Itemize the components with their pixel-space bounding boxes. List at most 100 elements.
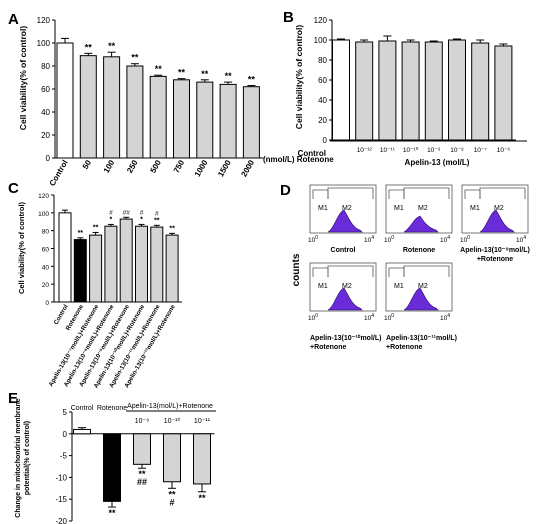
- chart-panel-e: 50-5-10-15-20Control**Rotenone**##10⁻⁹**…: [55, 405, 215, 524]
- bar: [448, 39, 466, 141]
- significance-label: **: [169, 225, 175, 232]
- y-tick-label: 40: [318, 96, 327, 105]
- gate-m2-label: M2: [418, 283, 428, 290]
- y-tick-label: 40: [42, 264, 50, 271]
- bar: [56, 42, 74, 159]
- bar: [401, 41, 420, 141]
- significance-label: **: [248, 75, 256, 85]
- histogram-5: M1 M2 100 104 Apelin-13(10⁻¹¹mol/L) +Rotenone: [384, 262, 457, 351]
- bar: [219, 83, 237, 159]
- bar: [193, 433, 211, 485]
- gate-m2-label: M2: [342, 205, 352, 212]
- panel-e-ylabel-line1: Change in mitochondrial membrane: [15, 398, 22, 518]
- y-tick-label: 60: [318, 76, 327, 85]
- y-tick-label: -15: [55, 495, 67, 504]
- x-tick-label: Control: [48, 159, 70, 188]
- significance-label-hash: #: [155, 210, 159, 217]
- chart-panel-c: 020406080100120Control**Rotenone**Apelin…: [38, 193, 183, 390]
- bar: [355, 41, 374, 141]
- y-tick-label: 120: [314, 16, 328, 25]
- significance-label: **: [138, 469, 146, 479]
- x-tick-label: 500: [148, 158, 163, 175]
- panel-letter-c: C: [8, 180, 19, 197]
- panel-letter-d: D: [280, 182, 291, 199]
- bar: [242, 86, 260, 159]
- y-tick-label: 100: [38, 211, 49, 218]
- bar: [103, 433, 121, 502]
- bar: [79, 55, 97, 159]
- significance-label-hash: #: [109, 209, 113, 216]
- y-tick-label: 100: [314, 36, 328, 45]
- histogram-curve: [403, 215, 439, 233]
- y-tick-label: 120: [38, 193, 49, 200]
- y-tick-label: -20: [55, 517, 67, 524]
- histogram-label: +Rotenone: [310, 344, 346, 351]
- bar: [163, 433, 181, 483]
- x-tick-label: Control: [71, 405, 94, 412]
- bar: [58, 212, 72, 303]
- bar: [103, 56, 121, 159]
- bar: [494, 45, 513, 141]
- histogram-curve: [403, 287, 439, 311]
- x-tick-label: 10⁻¹⁰: [164, 417, 181, 425]
- panel-e-ylabel-line2: potential(% of control): [24, 421, 31, 495]
- panel-e-group-label: Apelin-13(mol/L)+Rotenone: [127, 403, 213, 410]
- gate-m1-label: M1: [470, 205, 480, 212]
- x-tick-label: 2000: [239, 158, 256, 178]
- panel-letter-e: E: [8, 390, 18, 407]
- x-tick-label: 250: [125, 158, 140, 175]
- bar: [424, 41, 443, 141]
- axis-max-label: 104: [440, 313, 450, 322]
- significance-label: **: [108, 508, 116, 518]
- panel-c-ylabel: Cell viability(% of control): [17, 201, 26, 294]
- significance-label: **: [225, 71, 233, 81]
- significance-label: **: [201, 69, 209, 79]
- gate-m2-label: M2: [418, 205, 428, 212]
- gate-m2-label: M2: [342, 283, 352, 290]
- bar: [471, 42, 490, 141]
- gate-m1-label: M1: [394, 205, 404, 212]
- bar: [378, 40, 397, 141]
- x-tick-label: 10⁻¹⁰: [403, 146, 419, 154]
- significance-label: ##: [137, 477, 147, 487]
- significance-label: **: [131, 53, 139, 63]
- histogram-curve: [327, 209, 363, 233]
- bar: [196, 81, 214, 159]
- bar: [133, 433, 151, 465]
- significance-label: **: [178, 68, 186, 78]
- panel-a-ylabel: Cell viability(% of control): [18, 26, 28, 131]
- bar: [332, 39, 350, 141]
- x-tick-label: 10⁻¹¹: [380, 147, 396, 154]
- x-tick-label: Rotenone: [97, 405, 127, 412]
- significance-label: **: [168, 489, 176, 499]
- y-tick-label: 120: [37, 16, 51, 25]
- y-tick-label: 100: [37, 39, 51, 48]
- x-tick-label: 1500: [216, 158, 233, 178]
- x-tick-label: 750: [172, 158, 187, 175]
- significance-label: **: [198, 493, 206, 503]
- x-tick-label: 10⁻⁸: [450, 147, 464, 154]
- histogram-label: +Rotenone: [477, 256, 513, 263]
- histogram-label: Rotenone: [403, 247, 435, 254]
- bar: [149, 75, 167, 159]
- histogram-label: Apelin-13(10⁻⁹mol/L): [460, 247, 530, 254]
- bar: [73, 428, 91, 435]
- bar: [119, 218, 133, 303]
- bar: [173, 79, 190, 159]
- x-tick-label: 1000: [193, 158, 210, 178]
- x-tick-label: 10⁻¹²: [357, 147, 373, 154]
- axis-max-label: 104: [364, 313, 374, 322]
- gate-m2: [403, 265, 450, 277]
- bar: [89, 234, 103, 303]
- bar: [150, 226, 164, 303]
- y-tick-label: 0: [46, 154, 51, 163]
- significance-label: **: [108, 41, 116, 51]
- histogram-label: Control: [331, 247, 356, 254]
- axis-min-label: 100: [384, 313, 394, 322]
- bar: [126, 65, 144, 159]
- histogram-label: Apelin-13(10⁻¹¹mol/L): [386, 335, 457, 342]
- gate-m2: [403, 187, 450, 199]
- histogram-2: M1 M2 100 104 Rotenone: [384, 184, 453, 254]
- flow-histograms: M1 M2 100 104 Control M1 M2 100 104 Rotenone M1 M2 1…: [308, 184, 530, 351]
- y-tick-label: 80: [318, 56, 327, 65]
